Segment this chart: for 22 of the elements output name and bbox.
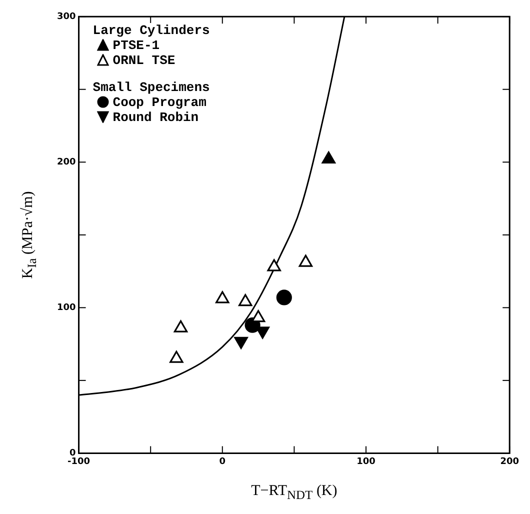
legend-label: Coop Program — [112, 94, 206, 110]
legend-label: Round Robin — [112, 110, 199, 125]
point — [174, 320, 188, 332]
x-tick-label: 0 — [219, 456, 226, 467]
y-tick-label: 300 — [56, 12, 76, 22]
x-tick-label: 100 — [356, 456, 376, 467]
y-tick-label: 100 — [56, 303, 76, 314]
annotation: Large Cylinders — [92, 22, 210, 38]
y-tick-label: 200 — [56, 157, 76, 168]
x-tick-label: 200 — [500, 456, 520, 467]
point — [267, 259, 281, 272]
point — [170, 350, 184, 363]
annotation: Small Specimens — [92, 80, 210, 95]
point — [216, 291, 230, 304]
y-tick-label: 0 — [70, 448, 76, 459]
point — [298, 254, 313, 267]
x-axis-title: T−RT$_{NDT}$ (K) — [250, 483, 338, 504]
point — [238, 294, 252, 306]
point — [322, 151, 336, 164]
legend-label: PTSE-1 — [112, 38, 160, 53]
x-tick-label: -100 — [68, 456, 90, 467]
legend-label: ORNL TSE — [112, 52, 176, 68]
